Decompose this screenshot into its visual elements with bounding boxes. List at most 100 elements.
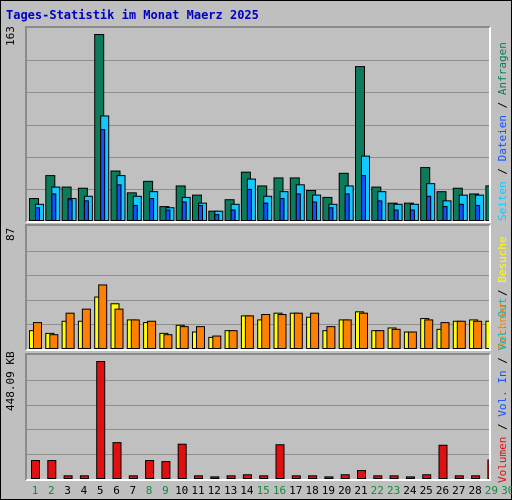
x-label-day-18: 18: [305, 484, 319, 497]
x-label-day-8: 8: [145, 484, 153, 497]
x-label-day-16: 16: [272, 484, 287, 497]
bar-dateien-day-9: [165, 209, 171, 221]
bar-volumen-day-11: [194, 475, 203, 479]
legend-vol-in: Vol. In: [496, 370, 509, 417]
x-label-day-11: 11: [191, 484, 205, 497]
bar-volumen-day-17: [291, 475, 301, 479]
bar-rechner-day-7: [130, 319, 140, 349]
x-label-day-25: 25: [419, 484, 433, 497]
bar-rechner-day-25: [424, 319, 434, 349]
x-label-day-20: 20: [338, 484, 352, 497]
volume-chart: [27, 361, 489, 479]
bar-dateien-day-26: [442, 206, 448, 221]
bar-volumen-day-2: [47, 460, 57, 479]
bar-dateien-day-10: [181, 201, 187, 221]
x-label-day-24: 24: [403, 484, 417, 497]
bar-volumen-day-19: [324, 476, 334, 479]
legend-sep-1: /: [496, 161, 509, 182]
bar-rechner-day-22: [375, 330, 385, 349]
y-max-label-visits: 87: [4, 227, 17, 241]
x-label-day-19: 19: [321, 484, 336, 497]
x-label-day-22: 22: [370, 484, 384, 497]
bar-rechner-day-24: [407, 331, 417, 349]
bar-rechner-day-14: [244, 315, 254, 349]
bar-dateien-day-22: [377, 200, 383, 221]
bar-volumen-day-22: [373, 475, 383, 479]
bar-volumen-day-13: [226, 475, 236, 479]
x-label-day-17: 17: [289, 484, 303, 497]
bar-dateien-day-14: [246, 188, 252, 221]
x-axis-day-labels: 1 2 3 4 5 6 7 8 9 10 11 12 13 14 15 16 17 18 19 20 21 22 23 24 2…: [25, 484, 512, 498]
bar-dateien-day-16: [279, 198, 285, 221]
x-label-day-1: 1: [31, 484, 39, 497]
bar-anfragen-day-21: [355, 66, 365, 221]
x-label-day-6: 6: [113, 484, 120, 497]
bar-dateien-day-19: [328, 207, 334, 221]
bar-dateien-day-25: [426, 195, 432, 221]
legend-besuche: Besuche: [496, 236, 509, 283]
visits-chart-panel: [25, 224, 491, 351]
legend-volumen: Volumen: [496, 436, 509, 483]
bar-volumen-day-10: [177, 443, 187, 479]
legend-seiten: Seiten: [496, 181, 509, 221]
bar-volumen-day-1: [31, 460, 40, 479]
bar-rechner-day-10: [179, 326, 189, 349]
bar-rechner-day-16: [277, 314, 287, 349]
bar-rechner-day-21: [359, 312, 368, 349]
x-label-day-21: 21: [354, 484, 368, 497]
x-label-day-4: 4: [80, 484, 88, 497]
bar-rechner-day-12: [212, 335, 222, 349]
bar-rechner-day-20: [342, 319, 352, 349]
bar-volumen-day-23: [389, 475, 399, 479]
bar-volumen-day-16: [275, 444, 285, 479]
legend-vol-out: Vol. Out: [496, 297, 509, 351]
bar-volumen-day-21: [357, 470, 366, 479]
bar-rechner-day-13: [228, 330, 238, 349]
bar-volumen-day-9: [161, 461, 171, 479]
bar-volumen-day-26: [438, 444, 448, 479]
bar-dateien-day-8: [149, 198, 155, 221]
bar-rechner-day-6: [114, 308, 124, 349]
bar-rechner-day-26: [440, 322, 450, 349]
x-label-day-7: 7: [129, 484, 137, 497]
bar-volumen-day-8: [145, 460, 155, 479]
bar-rechner-day-11: [196, 326, 205, 349]
bar-dateien-day-27: [458, 203, 464, 221]
bar-dateien-day-3: [67, 199, 73, 221]
bar-volumen-day-15: [259, 475, 269, 479]
bar-volumen-day-3: [63, 475, 73, 479]
x-label-day-12: 12: [207, 484, 221, 497]
x-label-day-26: 26: [435, 484, 450, 497]
legend-dateien: Dateien: [496, 115, 509, 162]
y-max-label-hits: 163: [4, 26, 17, 46]
x-label-day-9: 9: [162, 484, 169, 497]
bar-dateien-day-23: [393, 209, 399, 221]
legend-anfragen: Anfragen: [496, 42, 509, 96]
bar-volumen-day-20: [340, 474, 350, 479]
bar-rechner-day-23: [391, 328, 401, 349]
bar-dateien-day-11: [198, 204, 203, 221]
bar-dateien-day-6: [116, 184, 122, 221]
bar-dateien-day-17: [295, 193, 301, 221]
bar-volumen-day-25: [422, 474, 432, 479]
hits-chart-panel: [25, 26, 491, 223]
bar-dateien-day-4: [83, 200, 89, 221]
bar-dateien-day-21: [361, 175, 366, 221]
bar-volumen-day-14: [242, 474, 252, 479]
x-label-day-15: 15: [256, 484, 270, 497]
x-label-day-27: 27: [452, 484, 466, 497]
x-label-day-13: 13: [223, 484, 238, 497]
hits-chart: [27, 34, 489, 221]
bar-rechner-day-3: [65, 312, 75, 349]
hits-legend: Seiten / Dateien / Anfragen: [496, 42, 509, 221]
bar-volumen-day-7: [128, 475, 138, 479]
x-label-day-28: 28: [468, 484, 482, 497]
x-label-day-10: 10: [175, 484, 189, 497]
legend-sep-5: /: [496, 350, 509, 371]
volume-legend: Volumen / Vol. In / Vol. Out: [496, 298, 509, 483]
bar-dateien-day-15: [263, 202, 269, 221]
bar-rechner-day-27: [456, 320, 466, 349]
visits-chart: [27, 251, 489, 349]
bar-volumen-day-5: [96, 361, 106, 479]
